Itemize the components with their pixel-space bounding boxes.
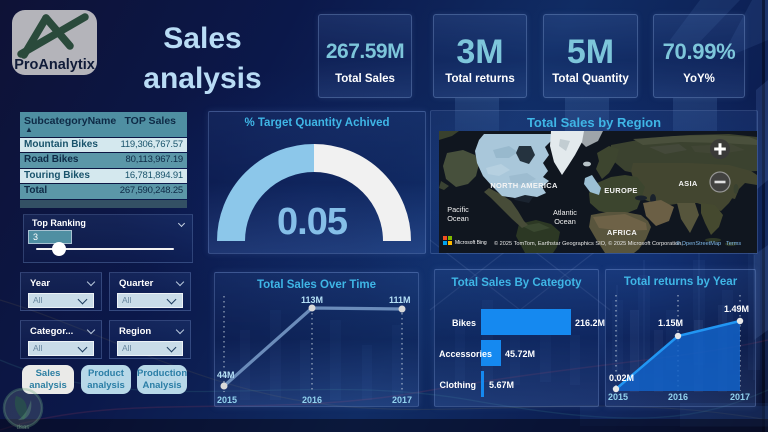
svg-text:Terms: Terms [726, 241, 741, 247]
svg-text:Ocean: Ocean [554, 217, 576, 226]
svg-text:Ocean: Ocean [447, 214, 469, 223]
svg-text:EUROPE: EUROPE [604, 186, 637, 195]
svg-text:© OpenStreetMap: © OpenStreetMap [676, 240, 721, 247]
svg-text:Microsoft Bing: Microsoft Bing [455, 240, 487, 246]
svg-text:ASIA: ASIA [678, 179, 697, 188]
svg-text:NORTH AMERICA: NORTH AMERICA [490, 181, 558, 190]
svg-text:© 2025 TomTom, Earthstar Geogr: © 2025 TomTom, Earthstar Geographics SIO… [494, 240, 683, 247]
svg-text:AFRICA: AFRICA [607, 228, 637, 237]
svg-text:dsas: dsas [17, 425, 30, 431]
svg-text:Atlantic: Atlantic [553, 208, 577, 217]
svg-text:Pacific: Pacific [447, 205, 469, 214]
